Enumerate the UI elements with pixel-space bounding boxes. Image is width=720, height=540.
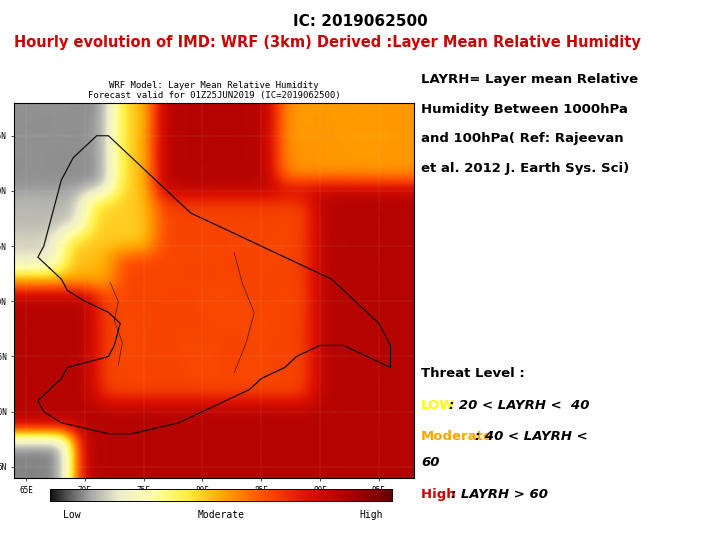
Text: : 40 < LAYRH <: : 40 < LAYRH < <box>475 430 588 443</box>
Text: 60: 60 <box>421 456 440 469</box>
Text: Hourly evolution of IMD: WRF (3km) Derived :Layer Mean Relative Humidity: Hourly evolution of IMD: WRF (3km) Deriv… <box>14 35 642 50</box>
Text: IC: 2019062500: IC: 2019062500 <box>292 14 428 29</box>
Title: WRF Model: Layer Mean Relative Humidity
Forecast valid for 01Z25JUN2019 (IC=2019: WRF Model: Layer Mean Relative Humidity … <box>88 81 341 100</box>
Text: High: High <box>421 488 461 501</box>
Text: LAYRH= Layer mean Relative: LAYRH= Layer mean Relative <box>421 73 639 86</box>
Text: LOW: LOW <box>421 399 455 411</box>
Text: Low: Low <box>63 510 81 521</box>
Text: Threat Level :: Threat Level : <box>421 367 525 380</box>
Text: and 100hPa( Ref: Rajeevan: and 100hPa( Ref: Rajeevan <box>421 132 624 145</box>
Text: : LAYRH > 60: : LAYRH > 60 <box>451 488 549 501</box>
Text: et al. 2012 J. Earth Sys. Sci): et al. 2012 J. Earth Sys. Sci) <box>421 162 629 175</box>
Text: Moderate: Moderate <box>198 510 245 521</box>
Text: : 20 < LAYRH <  40: : 20 < LAYRH < 40 <box>449 399 589 411</box>
Text: Moderate: Moderate <box>421 430 493 443</box>
Text: High: High <box>359 510 382 521</box>
Text: Humidity Between 1000hPa: Humidity Between 1000hPa <box>421 103 628 116</box>
